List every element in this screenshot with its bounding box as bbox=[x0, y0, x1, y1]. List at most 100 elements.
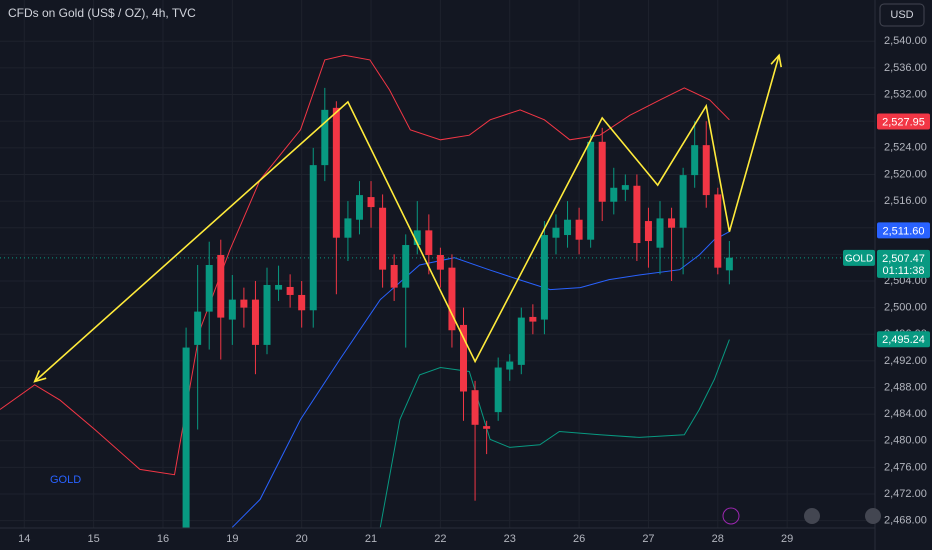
x-tick-label: 29 bbox=[781, 533, 793, 545]
candle-body bbox=[194, 311, 202, 345]
price-label-box bbox=[877, 113, 930, 130]
y-tick-label: 2,492.00 bbox=[884, 355, 927, 367]
candle-body bbox=[240, 299, 248, 308]
candle-body bbox=[182, 347, 190, 528]
y-tick-label: 2,480.00 bbox=[884, 435, 927, 447]
candle-body bbox=[275, 284, 283, 290]
candle-body bbox=[494, 367, 502, 413]
band-line bbox=[0, 54, 730, 476]
x-tick-label: 20 bbox=[296, 533, 308, 545]
y-tick-label: 2,504.00 bbox=[884, 275, 927, 287]
y-tick-label: 2,484.00 bbox=[884, 408, 927, 420]
candle-body bbox=[540, 235, 548, 320]
candle-body bbox=[575, 219, 583, 240]
candle-body bbox=[644, 221, 652, 242]
price-label: 2,527.95 bbox=[882, 116, 925, 128]
candle-body bbox=[344, 218, 352, 238]
symbol-watermark: GOLD bbox=[50, 474, 81, 486]
last-price-box bbox=[877, 249, 930, 278]
x-tick-label: 27 bbox=[642, 533, 654, 545]
candle-body bbox=[517, 317, 525, 365]
candle-body bbox=[552, 227, 560, 238]
y-tick-label: 2,540.00 bbox=[884, 35, 927, 47]
x-tick-label: 28 bbox=[712, 533, 724, 545]
band-line bbox=[231, 231, 730, 528]
candle-body bbox=[460, 324, 468, 392]
x-tick-label: 21 bbox=[365, 533, 377, 545]
candle-body bbox=[217, 255, 225, 318]
chart-title: CFDs on Gold (US$ / OZ), 4h, TVC bbox=[8, 6, 196, 20]
price-label: 2,511.60 bbox=[882, 225, 924, 237]
candle-body bbox=[379, 207, 387, 270]
x-tick-label: 19 bbox=[226, 533, 238, 545]
y-tick-label: 2,532.00 bbox=[884, 88, 927, 100]
y-tick-label: 2,516.00 bbox=[884, 195, 927, 207]
y-tick-label: 2,472.00 bbox=[884, 488, 927, 500]
x-tick-label: 16 bbox=[157, 533, 169, 545]
candle-body bbox=[587, 141, 595, 240]
candle-body bbox=[286, 286, 294, 295]
candle-body bbox=[309, 165, 317, 311]
candle-body bbox=[691, 145, 699, 176]
candle-body bbox=[483, 426, 491, 429]
candle-body bbox=[506, 361, 514, 370]
y-tick-label: 2,488.00 bbox=[884, 381, 927, 393]
annotation-line bbox=[34, 55, 780, 383]
x-tick-label: 14 bbox=[18, 533, 30, 545]
event-icon[interactable] bbox=[722, 507, 740, 525]
x-tick-label: 22 bbox=[434, 533, 446, 545]
candle-body bbox=[610, 187, 618, 202]
plot-area bbox=[0, 53, 875, 528]
candle-body bbox=[413, 230, 421, 246]
candle-body bbox=[633, 185, 641, 244]
candle-body bbox=[402, 245, 410, 288]
y-tick-label: 2,536.00 bbox=[884, 62, 927, 74]
candle-body bbox=[564, 219, 572, 236]
price-label-box bbox=[877, 222, 930, 239]
price-label-box bbox=[877, 331, 930, 348]
candle-body bbox=[425, 230, 433, 256]
y-tick-label: 2,468.00 bbox=[884, 515, 927, 527]
candle-body bbox=[668, 218, 676, 228]
candle-body bbox=[679, 175, 687, 228]
y-tick-label: 2,524.00 bbox=[884, 142, 927, 154]
x-tick-label: 26 bbox=[573, 533, 585, 545]
last-price-label: 2,507.47 bbox=[882, 253, 925, 265]
candle-body bbox=[725, 257, 733, 271]
x-tick-label: 23 bbox=[504, 533, 516, 545]
y-tick-label: 2,500.00 bbox=[884, 302, 927, 314]
currency-button[interactable] bbox=[879, 3, 925, 27]
event-icon[interactable] bbox=[865, 508, 881, 524]
currency-label[interactable]: USD bbox=[890, 9, 913, 21]
candle-body bbox=[321, 109, 329, 166]
candle-body bbox=[621, 185, 629, 190]
candle-body bbox=[471, 390, 479, 425]
candle-body bbox=[714, 194, 722, 268]
candle-body bbox=[263, 284, 271, 345]
axes: 2,468.00 2,472.00 2,476.00 2,480.00 2,484.00… bbox=[18, 35, 930, 545]
candle-body bbox=[436, 255, 444, 270]
candle-body bbox=[332, 107, 340, 238]
y-tick-label: 2,476.00 bbox=[884, 461, 927, 473]
candle-body bbox=[298, 294, 306, 311]
band-line bbox=[379, 339, 730, 528]
candle-body bbox=[598, 141, 606, 202]
candle-body bbox=[228, 299, 236, 320]
symbol-tag-label: GOLD bbox=[845, 254, 873, 265]
candle-body bbox=[656, 218, 664, 248]
candle-body bbox=[205, 264, 213, 312]
x-tick-label: 15 bbox=[88, 533, 100, 545]
candle-body bbox=[251, 299, 259, 345]
arrow-head bbox=[770, 53, 782, 68]
candle-body bbox=[529, 316, 537, 322]
symbol-tag bbox=[843, 249, 875, 266]
event-icon[interactable] bbox=[804, 508, 820, 524]
y-tick-label: 2,520.00 bbox=[884, 168, 927, 180]
arrow-head bbox=[33, 370, 47, 383]
candle-body bbox=[448, 267, 456, 331]
price-label: 2,495.24 bbox=[882, 334, 925, 346]
candle-body bbox=[367, 197, 375, 208]
